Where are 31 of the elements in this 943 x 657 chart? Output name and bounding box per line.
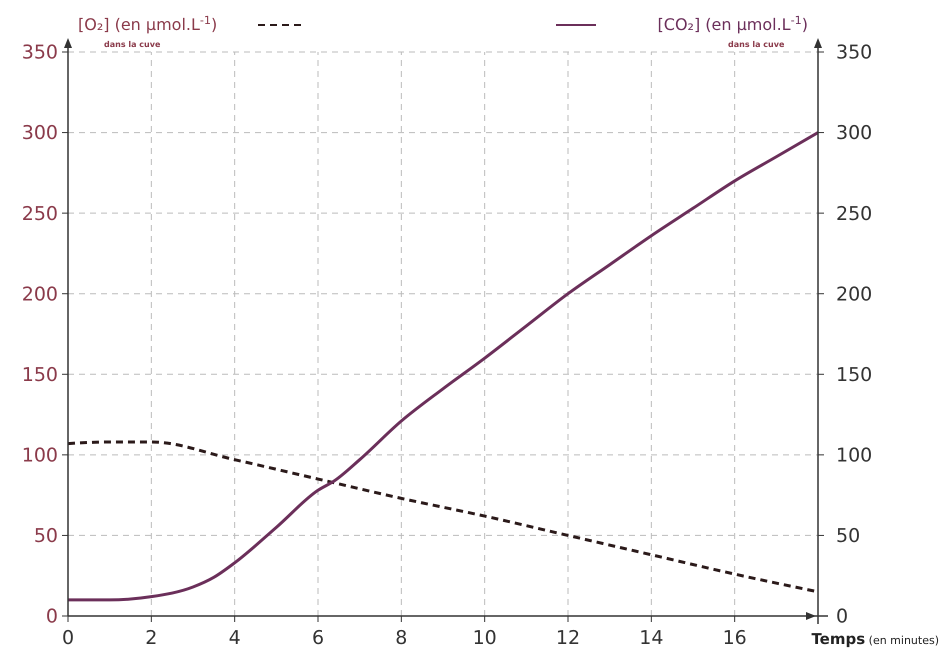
y-tick-label: 200 bbox=[22, 283, 58, 306]
x-tick-label: 6 bbox=[312, 627, 324, 649]
text: dans la cuve bbox=[104, 40, 161, 49]
y2-tick-label: 100 bbox=[836, 444, 872, 467]
y-tick-label: 0 bbox=[46, 606, 58, 628]
y2-tick-label: 250 bbox=[836, 202, 872, 225]
x-tick-label: 10 bbox=[472, 627, 497, 649]
text: dans la cuve bbox=[728, 40, 785, 49]
y2-tick-label: 350 bbox=[836, 42, 872, 64]
y-tick-label: 300 bbox=[22, 122, 58, 144]
x-tick-label: 16 bbox=[722, 627, 747, 649]
y-tick-label: 50 bbox=[34, 525, 58, 548]
y-tick-label: 100 bbox=[22, 444, 58, 467]
y2-tick-label: 150 bbox=[836, 364, 872, 386]
y2-tick-label: 200 bbox=[836, 283, 872, 306]
y-tick-label: 150 bbox=[22, 364, 58, 386]
y-tick-label: 350 bbox=[22, 42, 58, 64]
y2-tick-label: 0 bbox=[836, 606, 848, 628]
x-tick-label: 14 bbox=[639, 627, 664, 649]
y2-tick-label: 300 bbox=[836, 122, 872, 144]
x-tick-label: 4 bbox=[228, 627, 241, 649]
y-tick-label: 250 bbox=[22, 202, 58, 225]
x-tick-label: 8 bbox=[395, 627, 408, 649]
x-axis-title: Temps (en minutes) bbox=[811, 630, 939, 648]
y2-tick-label: 50 bbox=[836, 525, 860, 548]
line-series bbox=[66, 131, 820, 602]
x-tick-label: 12 bbox=[556, 627, 580, 649]
y2-axis-title: [CO₂] (en µmol.L$^{-1}$) bbox=[658, 14, 808, 34]
x-tick-label: 0 bbox=[62, 627, 74, 649]
x-tick-label: 2 bbox=[145, 627, 158, 649]
y-axis-title: [O₂] (en µmol.L$^{-1}$) bbox=[78, 14, 218, 34]
